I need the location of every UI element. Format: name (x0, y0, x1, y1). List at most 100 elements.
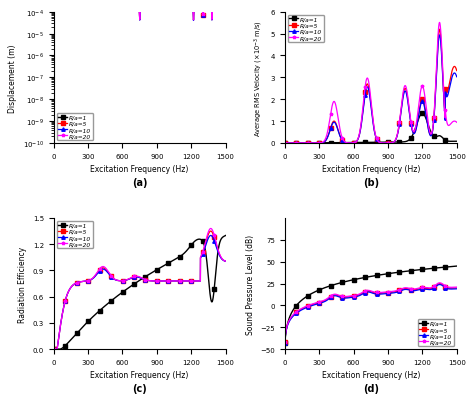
R/a=10 (51, 347, 56, 352)
Legend: R/a=1, R/a=5, R/a=10, R/a=20: R/a=1, R/a=5, R/a=10, R/a=20 (56, 221, 93, 249)
Line: R/a=5: R/a=5 (283, 282, 458, 344)
Legend: R/a=1, R/a=5, R/a=10, R/a=20: R/a=1, R/a=5, R/a=10, R/a=20 (288, 16, 324, 43)
R/a=5 (454, 69, 460, 74)
R/a=10 (223, 259, 228, 264)
R/a=20 (282, 141, 288, 146)
R/a=20 (124, 277, 130, 282)
R/a=10 (201, 249, 207, 254)
R/a=20 (191, 18, 196, 23)
R/a=20 (348, 141, 354, 146)
R/a=1 (454, 264, 460, 269)
R/a=10 (356, 137, 361, 142)
R/a=10 (301, 141, 307, 146)
R/a=10 (312, 303, 318, 307)
R/a=5 (208, 229, 214, 234)
R/a=1 (71, 335, 76, 339)
X-axis label: Excitation Frequency (Hz): Excitation Frequency (Hz) (321, 165, 420, 174)
R/a=5 (201, 247, 207, 252)
R/a=10 (81, 279, 86, 284)
Line: R/a=1: R/a=1 (283, 265, 458, 345)
R/a=5 (454, 286, 460, 291)
R/a=20 (454, 121, 460, 126)
R/a=10 (451, 72, 456, 77)
R/a=1 (312, 290, 318, 295)
R/a=10 (191, 19, 196, 24)
R/a=1 (282, 141, 288, 146)
Y-axis label: Average RMS Velocity ($\times$10$^{-3}$ m/s): Average RMS Velocity ($\times$10$^{-3}$ … (253, 20, 265, 136)
R/a=5 (71, 283, 76, 288)
R/a=5 (451, 286, 456, 291)
Legend: R/a=1, R/a=5, R/a=10, R/a=20: R/a=1, R/a=5, R/a=10, R/a=20 (56, 113, 93, 141)
R/a=5 (312, 302, 318, 307)
R/a=5 (219, 257, 225, 262)
R/a=10 (348, 141, 354, 146)
R/a=10 (124, 278, 130, 283)
R/a=1 (223, 233, 228, 238)
Y-axis label: Displacement (m): Displacement (m) (9, 44, 18, 112)
R/a=1 (454, 139, 460, 144)
Y-axis label: Sound Pressure Level (dB): Sound Pressure Level (dB) (246, 234, 255, 334)
R/a=1 (219, 236, 225, 241)
R/a=5 (356, 136, 361, 141)
R/a=5 (451, 66, 456, 70)
Text: (d): (d) (363, 383, 379, 393)
R/a=5 (348, 141, 354, 146)
Line: R/a=20: R/a=20 (52, 0, 228, 23)
R/a=1 (201, 241, 207, 246)
R/a=20 (451, 119, 456, 124)
Line: R/a=20: R/a=20 (283, 21, 458, 145)
R/a=20 (451, 285, 456, 290)
R/a=5 (432, 102, 438, 107)
R/a=5 (117, 279, 122, 284)
R/a=5 (282, 141, 288, 146)
R/a=1 (419, 112, 425, 117)
R/a=20 (432, 284, 438, 288)
R/a=20 (201, 246, 207, 251)
R/a=20 (437, 21, 442, 26)
R/a=5 (432, 284, 438, 289)
R/a=20 (117, 279, 122, 284)
R/a=20 (437, 281, 443, 286)
R/a=1 (51, 347, 56, 352)
R/a=20 (312, 141, 318, 146)
R/a=20 (51, 347, 56, 352)
R/a=10 (312, 141, 318, 146)
R/a=10 (432, 104, 438, 109)
R/a=5 (348, 294, 354, 299)
Line: R/a=1: R/a=1 (283, 112, 458, 145)
R/a=1 (348, 141, 354, 146)
R/a=1 (356, 141, 361, 145)
R/a=1 (282, 341, 288, 345)
R/a=1 (451, 139, 456, 144)
R/a=20 (208, 226, 214, 231)
R/a=1 (450, 264, 456, 269)
R/a=1 (356, 277, 361, 281)
R/a=5 (124, 277, 130, 282)
Text: (a): (a) (132, 177, 147, 188)
Line: R/a=5: R/a=5 (52, 0, 228, 23)
Line: R/a=20: R/a=20 (52, 227, 228, 351)
R/a=1 (301, 141, 307, 146)
X-axis label: Excitation Frequency (Hz): Excitation Frequency (Hz) (91, 371, 189, 379)
R/a=1 (432, 135, 438, 140)
R/a=20 (348, 294, 354, 298)
Line: R/a=10: R/a=10 (283, 283, 458, 345)
Line: R/a=5: R/a=5 (283, 28, 458, 145)
R/a=10 (454, 75, 460, 80)
R/a=5 (437, 281, 443, 286)
Line: R/a=5: R/a=5 (52, 230, 228, 351)
R/a=5 (356, 293, 361, 298)
R/a=20 (356, 292, 361, 297)
R/a=10 (282, 341, 288, 345)
R/a=5 (301, 305, 307, 310)
R/a=5 (282, 340, 288, 345)
Line: R/a=10: R/a=10 (52, 234, 228, 351)
R/a=5 (191, 19, 196, 23)
Line: R/a=1: R/a=1 (52, 234, 228, 351)
X-axis label: Excitation Frequency (Hz): Excitation Frequency (Hz) (321, 371, 420, 379)
R/a=10 (71, 283, 76, 288)
R/a=5 (301, 141, 307, 146)
R/a=5 (312, 141, 318, 146)
Line: R/a=10: R/a=10 (283, 34, 458, 145)
Y-axis label: Radiation Efficiency: Radiation Efficiency (18, 246, 27, 322)
